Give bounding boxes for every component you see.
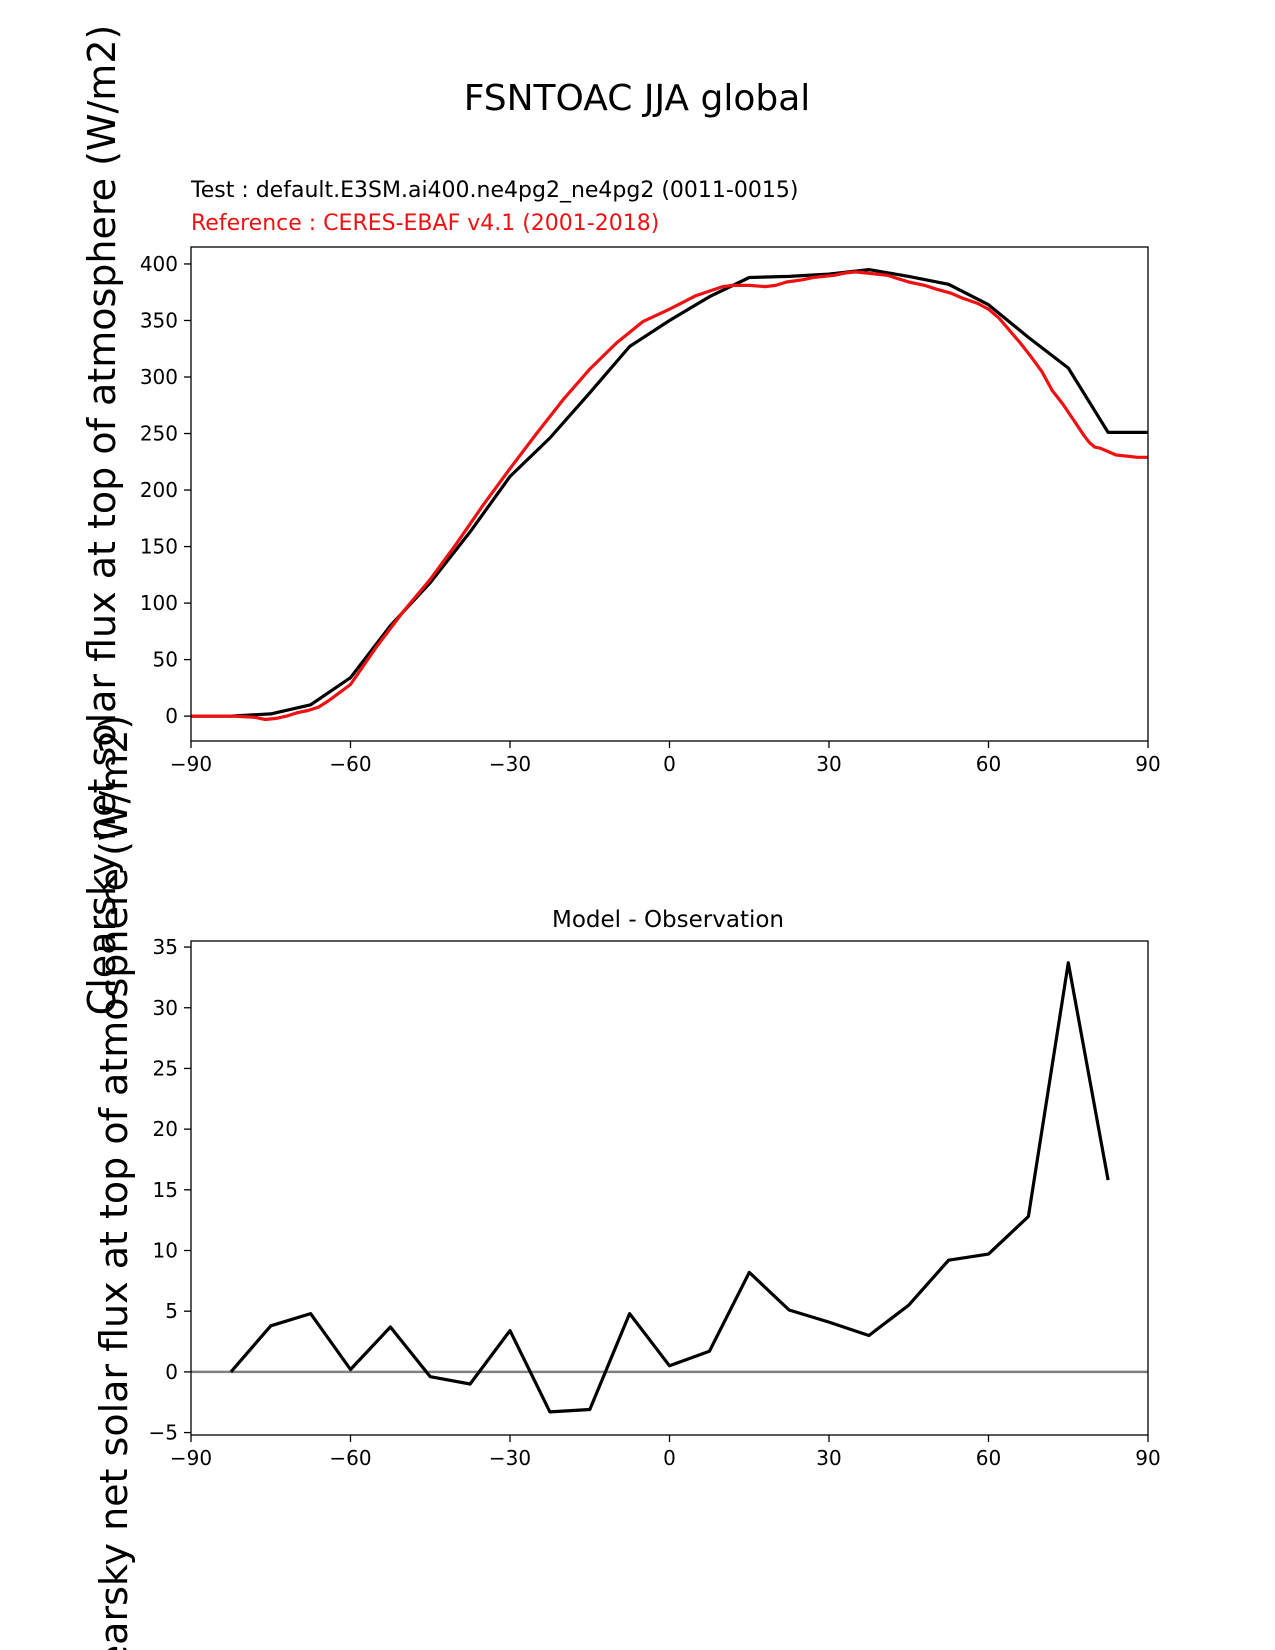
- y-tick-label: 0: [165, 704, 178, 728]
- y-tick-label: 30: [153, 996, 178, 1020]
- x-tick-label: −30: [489, 752, 531, 776]
- x-tick-label: −30: [489, 1446, 531, 1470]
- figure-title: FSNTOAC JJA global: [464, 78, 811, 119]
- y-tick-label: 300: [140, 365, 178, 389]
- x-tick-label: 30: [816, 1446, 841, 1470]
- bottom-panel-title: Model - Observation: [552, 907, 784, 933]
- series-line-0-1: [191, 270, 1148, 722]
- x-tick-label: 30: [816, 752, 841, 776]
- test-label: Test : default.E3SM.ai400.ne4pg2_ne4pg2 …: [190, 178, 798, 203]
- reference-label: Reference : CERES-EBAF v4.1 (2001-2018): [191, 211, 659, 236]
- x-tick-label: −90: [170, 1446, 212, 1470]
- series-line-0-0: [191, 268, 1148, 718]
- x-tick-label: −90: [170, 752, 212, 776]
- y-tick-label: 200: [140, 478, 178, 502]
- y-tick-label: 0: [165, 1360, 178, 1384]
- x-tick-label: 60: [976, 1446, 1001, 1470]
- y-axis-label-bottom: Clearsky net solar flux at top of atmosp…: [92, 715, 136, 1650]
- y-tick-label: 5: [165, 1299, 178, 1323]
- y-tick-label: 25: [153, 1056, 178, 1080]
- top-panel: −90 −60 −30 0 30 60 90 0 50 100 150 200 250 300 350 400: [140, 246, 1161, 776]
- x-tick-label: −60: [329, 752, 371, 776]
- y-tick-label: 10: [153, 1239, 178, 1263]
- x-tick-label: 90: [1135, 752, 1160, 776]
- y-tick-label: 400: [140, 252, 178, 276]
- y-tick-label: 20: [153, 1117, 178, 1141]
- axes-frame: [190, 940, 1149, 1436]
- y-tick-label: 350: [140, 308, 178, 332]
- bottom-panel: −90 −60 −30 0 30 60 90 −5 0 5 10 15 20 25 30 35: [149, 935, 1161, 1470]
- x-tick-label: 60: [976, 752, 1001, 776]
- series-line-1-0: [229, 961, 1110, 1414]
- y-tick-label: 250: [140, 422, 178, 446]
- y-tick-label: 150: [140, 535, 178, 559]
- x-tick-label: 90: [1135, 1446, 1160, 1470]
- x-tick-label: 0: [663, 752, 676, 776]
- y-tick-label: 15: [153, 1178, 178, 1202]
- y-tick-label: 50: [153, 648, 178, 672]
- x-tick-label: −60: [329, 1446, 371, 1470]
- y-tick-label: 100: [140, 591, 178, 615]
- y-axis-label-top: Clearsky net solar flux at top of atmosp…: [80, 25, 124, 1016]
- y-tick-label: −5: [149, 1421, 178, 1445]
- y-tick-label: 35: [153, 935, 178, 959]
- x-tick-label: 0: [663, 1446, 676, 1470]
